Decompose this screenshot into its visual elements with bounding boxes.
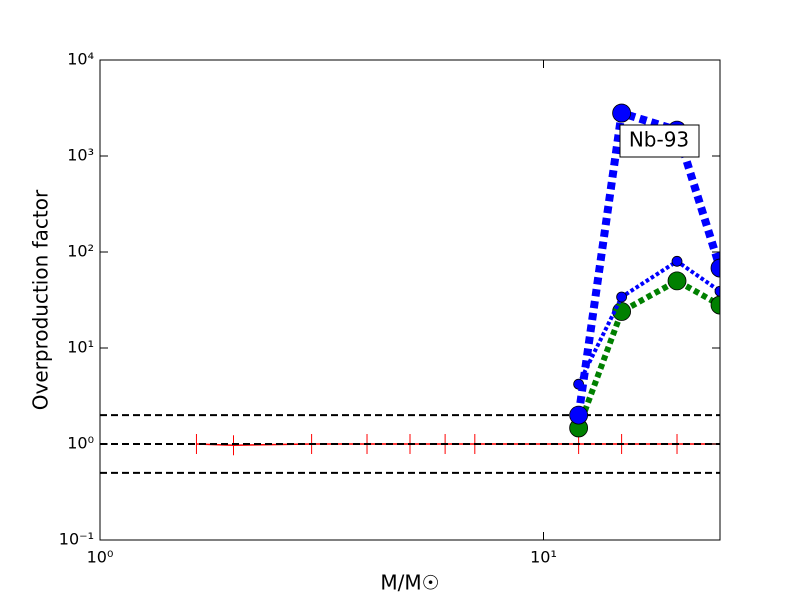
x-axis-label: M/M☉ — [380, 571, 439, 595]
y-tick-label: 10⁻¹ — [59, 530, 94, 549]
x-tick-label: 10¹ — [530, 548, 557, 567]
marker — [616, 291, 628, 303]
series-line — [575, 277, 720, 429]
series-line — [574, 107, 720, 416]
marker — [714, 285, 720, 297]
x-tick-label: 10⁰ — [87, 548, 114, 567]
axes-frame — [99, 59, 721, 541]
y-tick-label: 10⁴ — [67, 50, 94, 69]
y-axis-label: Overproduction factor — [29, 189, 53, 410]
marker — [612, 103, 632, 123]
plot-area — [100, 103, 720, 474]
marker — [569, 405, 589, 425]
annotation-box — [619, 124, 700, 158]
marker — [667, 271, 687, 291]
marker — [671, 255, 683, 267]
series-line — [576, 258, 720, 386]
marker — [710, 258, 720, 278]
annotation: Nb-93 — [629, 128, 689, 152]
y-tick-label: 10¹ — [67, 338, 94, 357]
y-tick-label: 10³ — [67, 146, 94, 165]
y-tick-label: 10⁰ — [67, 434, 94, 453]
marker — [710, 295, 720, 315]
y-tick-label: 10² — [67, 242, 94, 261]
